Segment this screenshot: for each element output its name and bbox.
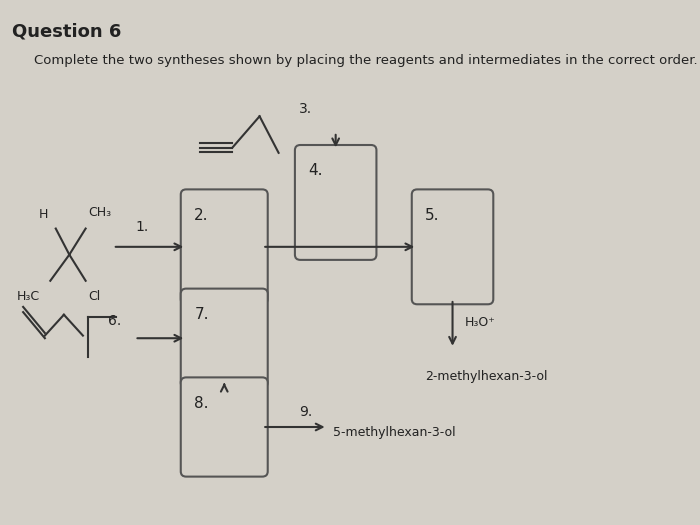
Text: Cl: Cl (88, 290, 101, 303)
FancyBboxPatch shape (181, 190, 267, 304)
FancyBboxPatch shape (412, 190, 493, 304)
Text: Complete the two syntheses shown by placing the reagents and intermediates in th: Complete the two syntheses shown by plac… (34, 54, 698, 67)
FancyBboxPatch shape (181, 377, 267, 477)
Text: H₃C: H₃C (16, 290, 39, 303)
Text: CH₃: CH₃ (88, 206, 111, 219)
Text: 8.: 8. (195, 396, 209, 411)
Text: 2-methylhexan-3-ol: 2-methylhexan-3-ol (426, 370, 548, 383)
Text: 7.: 7. (195, 307, 209, 322)
Text: 6.: 6. (108, 314, 122, 328)
Text: 3.: 3. (300, 102, 312, 116)
Text: H₃O⁺: H₃O⁺ (465, 316, 496, 329)
Text: Question 6: Question 6 (13, 22, 122, 40)
Text: 5.: 5. (426, 208, 440, 223)
FancyBboxPatch shape (295, 145, 377, 260)
Text: 1.: 1. (136, 220, 149, 234)
Text: 4.: 4. (309, 163, 323, 179)
Text: 2.: 2. (195, 208, 209, 223)
Text: 9.: 9. (300, 405, 312, 419)
Text: 5-methylhexan-3-ol: 5-methylhexan-3-ol (333, 426, 456, 439)
FancyBboxPatch shape (181, 289, 267, 388)
Text: H: H (38, 208, 48, 220)
